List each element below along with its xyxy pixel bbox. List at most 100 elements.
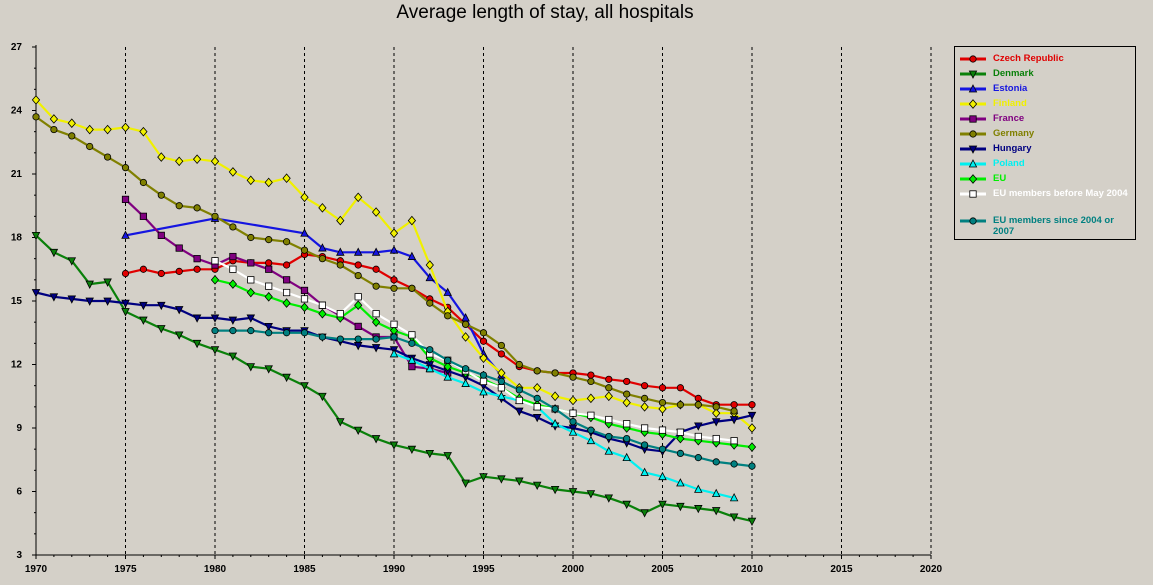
data-point (103, 124, 112, 135)
data-point (425, 260, 434, 270)
data-point (121, 230, 130, 239)
legend-label: Denmark (993, 68, 1034, 79)
data-point (461, 479, 470, 488)
data-point (86, 142, 94, 151)
data-point (533, 394, 541, 402)
data-point (193, 265, 201, 273)
data-point (658, 500, 667, 510)
data-point (729, 513, 739, 522)
data-point (67, 118, 76, 129)
data-point (587, 426, 595, 434)
x-tick-label: 1980 (204, 564, 227, 575)
data-point (461, 378, 470, 387)
data-point (622, 452, 631, 462)
data-point (461, 332, 470, 342)
data-point (265, 265, 273, 273)
legend-marker (969, 190, 977, 198)
data-point (354, 322, 362, 331)
data-point (515, 396, 523, 405)
x-tick-label: 2010 (741, 564, 764, 575)
data-point (497, 350, 505, 358)
data-point (497, 341, 505, 350)
data-point (676, 428, 685, 436)
data-point (533, 382, 542, 393)
data-point (121, 269, 130, 278)
data-point (407, 355, 417, 364)
data-point (247, 259, 255, 267)
data-point (569, 418, 577, 426)
data-point (175, 244, 183, 252)
data-point (139, 212, 147, 220)
data-point (390, 333, 398, 341)
data-point (676, 502, 685, 512)
legend-marker (969, 115, 977, 123)
data-point (210, 314, 220, 323)
data-point (479, 329, 488, 337)
data-point (712, 403, 720, 411)
data-point (228, 352, 238, 361)
series-eu-members-since-2004-or-2007 (211, 327, 756, 470)
data-point (300, 302, 309, 313)
legend-label: EU (993, 173, 1007, 184)
data-point (49, 114, 59, 124)
data-point (694, 401, 702, 409)
data-point (479, 371, 488, 379)
data-point (712, 408, 721, 418)
data-point (193, 204, 201, 212)
data-point (228, 279, 238, 289)
data-point (354, 192, 363, 203)
data-point (264, 291, 273, 302)
data-point (300, 246, 309, 254)
data-point (729, 416, 739, 425)
data-point (604, 446, 614, 455)
data-point (68, 132, 76, 140)
data-point (31, 95, 41, 105)
data-point (551, 369, 559, 377)
data-point (85, 280, 94, 289)
data-point (532, 481, 542, 491)
legend-swatch (960, 99, 986, 109)
data-point (569, 409, 577, 417)
legend-marker (968, 145, 978, 154)
data-point (371, 344, 381, 353)
data-point (372, 335, 380, 343)
data-point (711, 488, 721, 498)
data-point (604, 494, 614, 503)
y-tick-label: 6 (16, 487, 22, 498)
data-point (497, 384, 506, 392)
x-tick-label: 1990 (383, 564, 406, 575)
data-point (210, 275, 220, 285)
data-point (121, 308, 130, 317)
data-point (282, 329, 291, 337)
data-point (336, 247, 345, 256)
data-point (426, 299, 434, 307)
data-point (389, 228, 399, 239)
data-point (247, 276, 255, 284)
data-point (282, 238, 291, 246)
legend-label: Finland (993, 98, 1027, 109)
chart-legend: Czech Republic Denmark Estonia Finland Franc… (954, 46, 1136, 240)
data-point (121, 164, 130, 172)
legend-swatch (960, 159, 986, 168)
data-point (264, 322, 273, 332)
data-point (318, 308, 327, 319)
data-point (711, 507, 721, 516)
data-point (229, 327, 237, 335)
data-point (174, 331, 184, 340)
data-point (157, 191, 165, 199)
data-point (175, 267, 183, 275)
x-tick-label: 1995 (472, 564, 495, 575)
legend-label: Czech Republic (993, 53, 1064, 64)
data-point (730, 407, 738, 415)
data-point (354, 293, 362, 301)
data-point (640, 402, 649, 412)
data-point (318, 203, 327, 213)
legend-label: France (993, 113, 1025, 124)
y-tick-label: 27 (11, 42, 23, 53)
data-point (604, 391, 613, 402)
data-point (497, 368, 506, 378)
data-point (550, 418, 560, 428)
data-point (497, 377, 505, 386)
legend-marker (969, 217, 977, 225)
data-point (300, 192, 309, 203)
